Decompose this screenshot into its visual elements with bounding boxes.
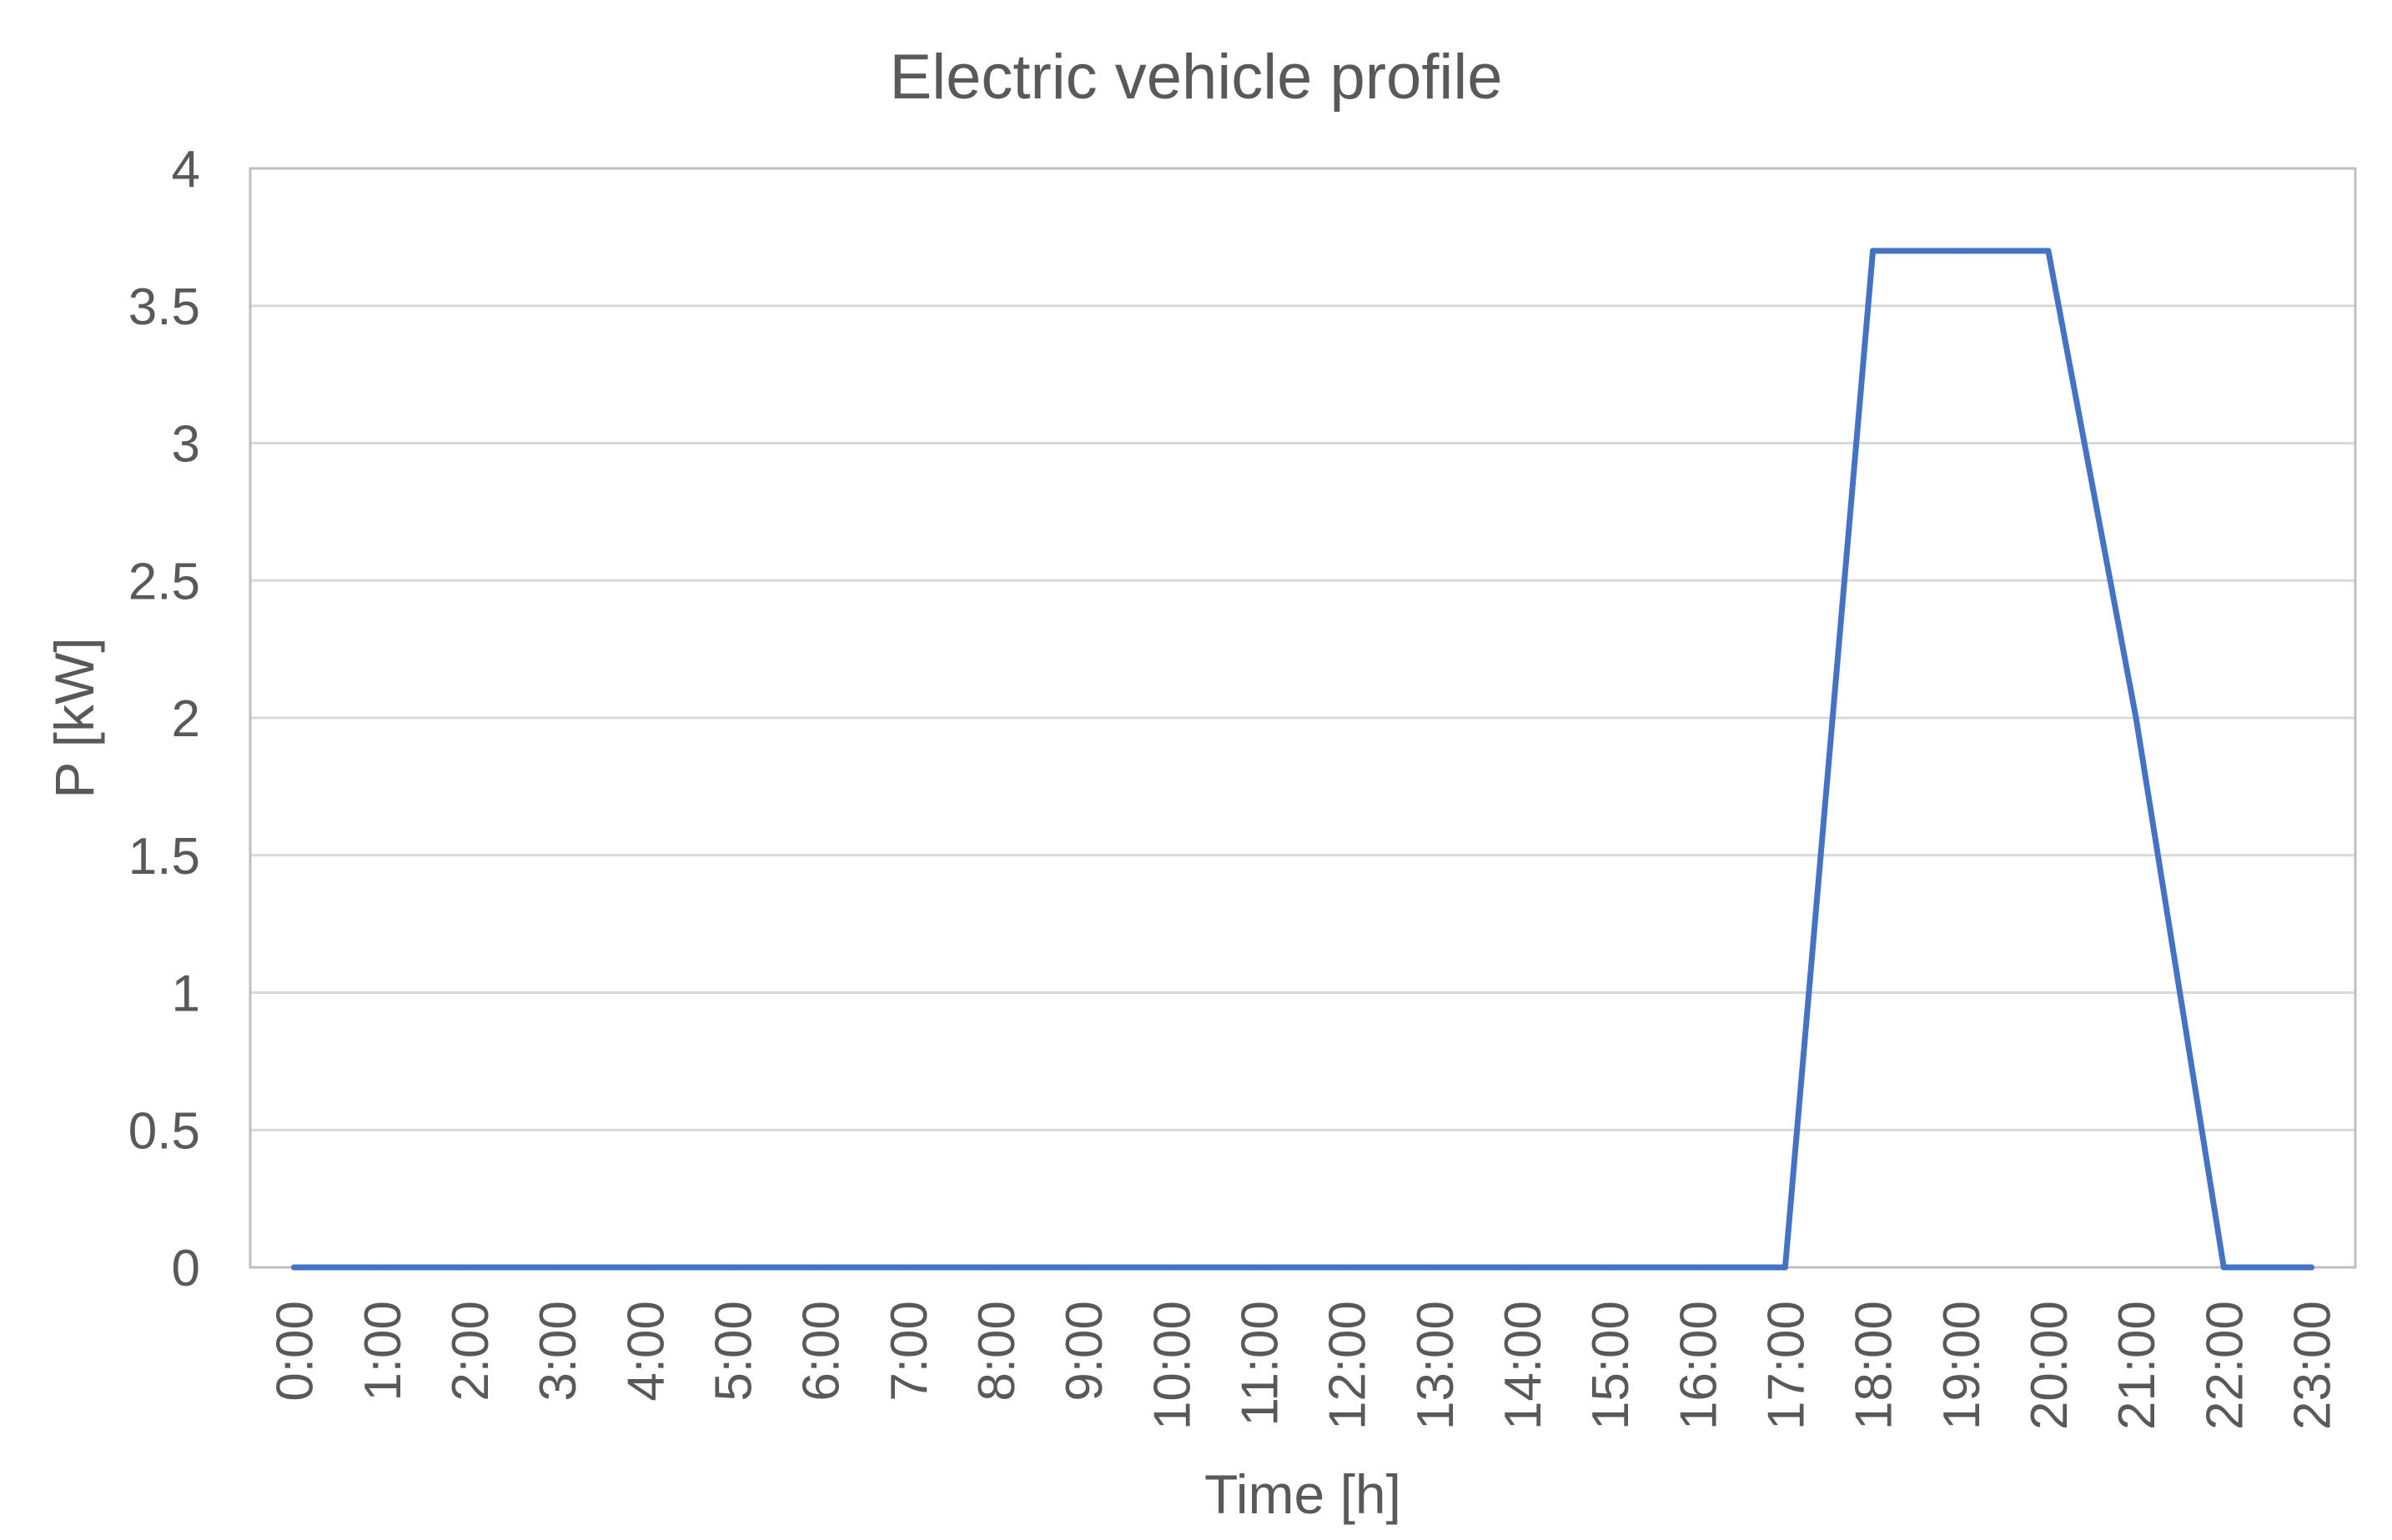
- x-tick-label: 23:00: [2284, 1301, 2341, 1430]
- x-tick-label: 13:00: [1407, 1301, 1465, 1430]
- x-tick-label: 18:00: [1846, 1301, 1903, 1430]
- y-tick-label: 3.5: [128, 278, 200, 336]
- data-point: [992, 1264, 999, 1271]
- data-point: [1519, 1264, 1525, 1271]
- y-tick-label: 1.5: [128, 828, 200, 885]
- x-tick-label: 9:00: [1056, 1301, 1113, 1402]
- x-tick-label: 17:00: [1757, 1301, 1815, 1430]
- series-line: [291, 248, 2314, 1271]
- x-tick-label: 20:00: [2021, 1301, 2078, 1430]
- data-point: [1781, 1264, 1788, 1271]
- data-point: [2220, 1264, 2227, 1271]
- data-point: [1694, 1264, 1701, 1271]
- x-tick-label: 16:00: [1670, 1301, 1727, 1430]
- y-tick-label: 0.5: [128, 1102, 200, 1160]
- chart-title: Electric vehicle profile: [890, 42, 1503, 113]
- y-axis-title: P [kW]: [43, 637, 105, 798]
- data-point: [905, 1264, 912, 1271]
- data-point: [817, 1264, 824, 1271]
- y-tick-label: 2: [172, 690, 200, 748]
- x-tick-label: 7:00: [881, 1301, 938, 1402]
- x-tick-label: 4:00: [617, 1301, 675, 1402]
- series-layer: [291, 248, 2314, 1271]
- x-tick-label: 15:00: [1582, 1301, 1640, 1430]
- data-point: [1255, 1264, 1262, 1271]
- x-tick-label: 11:00: [1231, 1301, 1289, 1427]
- x-tick-label: 3:00: [530, 1301, 587, 1402]
- x-tick-label: 14:00: [1495, 1301, 1552, 1430]
- x-tick-label: 0:00: [267, 1301, 324, 1402]
- y-axis-tick-labels: 0 0.5 1 1.5 2 2.5 3 3.5 4: [128, 141, 200, 1297]
- data-point: [379, 1264, 385, 1271]
- x-tick-label: 6:00: [793, 1301, 851, 1402]
- data-point: [1957, 248, 1964, 254]
- x-tick-label: 5:00: [705, 1301, 762, 1402]
- x-axis-tick-labels: 0:00 1:00 2:00 3:00 4:00 5:00 6:00 7:00 8:00 9:00…: [267, 1301, 2342, 1430]
- data-point: [1168, 1264, 1174, 1271]
- y-tick-label: 2.5: [128, 553, 200, 610]
- data-point: [2308, 1264, 2314, 1271]
- x-tick-label: 10:00: [1143, 1301, 1201, 1430]
- x-tick-label: 19:00: [1933, 1301, 1991, 1430]
- data-point: [2133, 715, 2139, 721]
- data-point: [2045, 248, 2052, 254]
- x-tick-label: 22:00: [2196, 1301, 2254, 1430]
- y-tick-label: 1: [172, 966, 200, 1023]
- x-tick-label: 8:00: [968, 1301, 1026, 1402]
- data-point: [1080, 1264, 1087, 1271]
- y-tick-label: 0: [172, 1240, 200, 1297]
- data-point: [729, 1264, 736, 1271]
- gridlines: [250, 304, 2355, 1131]
- x-tick-label: 1:00: [354, 1301, 412, 1402]
- x-tick-label: 2:00: [442, 1301, 500, 1402]
- data-point: [1606, 1264, 1613, 1271]
- x-tick-label: 21:00: [2108, 1301, 2166, 1430]
- y-tick-label: 3: [172, 416, 200, 474]
- data-point: [291, 1264, 298, 1271]
- data-point: [1870, 248, 1877, 254]
- data-point: [1431, 1264, 1438, 1271]
- data-point: [1344, 1264, 1350, 1271]
- x-axis-title: Time [h]: [1204, 1463, 1401, 1525]
- y-tick-label: 4: [172, 141, 200, 198]
- data-point: [641, 1264, 648, 1271]
- x-tick-label: 12:00: [1319, 1301, 1377, 1430]
- data-point: [554, 1264, 560, 1271]
- data-point: [466, 1264, 473, 1271]
